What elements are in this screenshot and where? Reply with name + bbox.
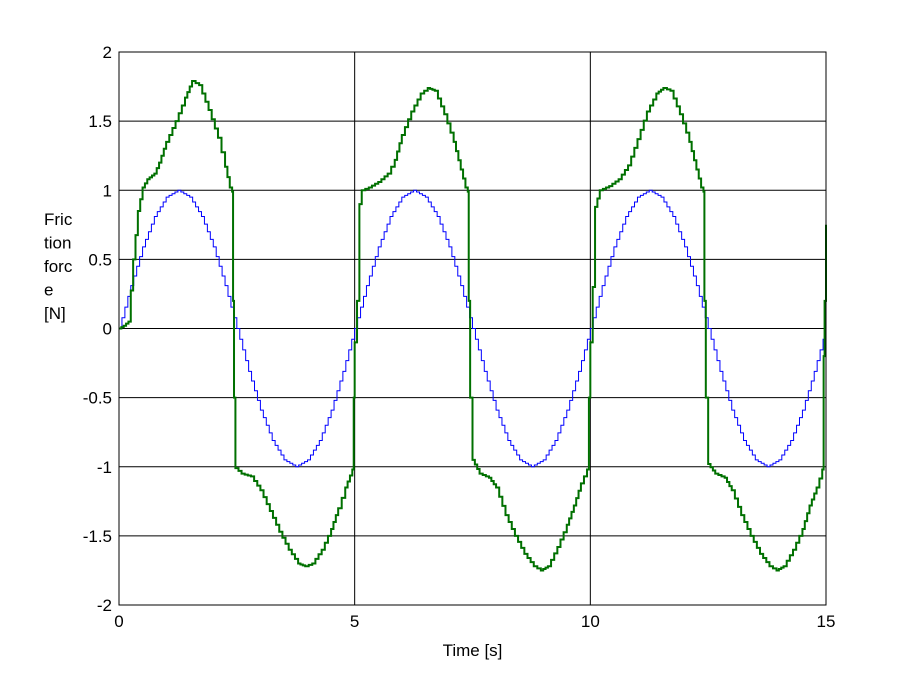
y-tick-label: 1 bbox=[103, 181, 112, 200]
data-series bbox=[119, 80, 827, 572]
y-axis-label-line: e bbox=[44, 281, 53, 300]
y-axis-label-line: tion bbox=[44, 234, 71, 253]
y-axis-label: Fric tion forc e [N] bbox=[44, 210, 73, 323]
y-axis-label-line: [N] bbox=[44, 304, 66, 323]
plot-area-frame bbox=[118, 51, 827, 606]
series-line-green bbox=[119, 80, 827, 572]
y-tick-label: -1 bbox=[97, 458, 112, 477]
y-tick-label: 1.5 bbox=[88, 112, 112, 131]
x-tick-label: 15 bbox=[817, 612, 836, 631]
x-axis-label: Time [s] bbox=[443, 641, 503, 660]
x-tick-label: 5 bbox=[350, 612, 359, 631]
y-axis-label-line: forc bbox=[44, 257, 73, 276]
y-tick-label: 2 bbox=[103, 43, 112, 62]
x-tick-label: 10 bbox=[581, 612, 600, 631]
y-tick-label: 0 bbox=[103, 320, 112, 339]
x-tick-label: 0 bbox=[114, 612, 123, 631]
tick-labels: 0 5 10 15 -2 -1.5 -1 -0.5 0 0.5 1 1.5 2 bbox=[83, 43, 836, 631]
series-line-blue bbox=[119, 189, 827, 468]
y-tick-label: 0.5 bbox=[88, 250, 112, 269]
y-tick-label: -0.5 bbox=[83, 389, 112, 408]
y-tick-label: -1.5 bbox=[83, 527, 112, 546]
y-tick-label: -2 bbox=[97, 596, 112, 615]
y-axis-label-line: Fric bbox=[44, 210, 73, 229]
